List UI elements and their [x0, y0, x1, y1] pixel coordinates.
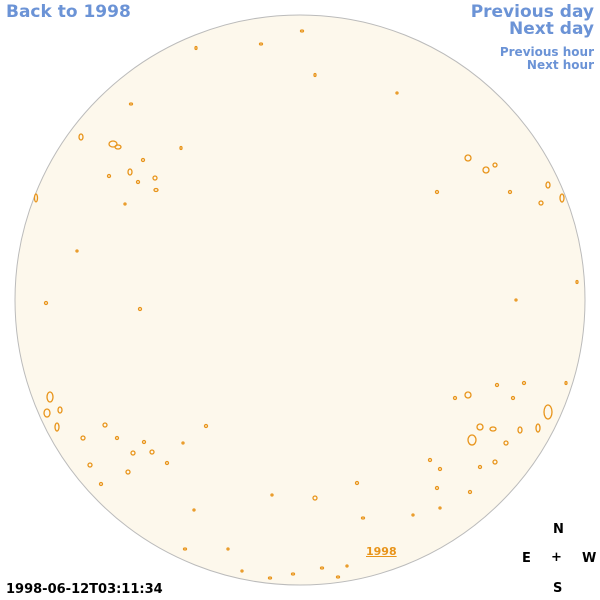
contour: [123, 202, 127, 206]
contour: [98, 481, 104, 487]
contour: [33, 193, 39, 203]
contour: [477, 464, 483, 470]
contour: [240, 569, 244, 573]
contour: [434, 485, 440, 491]
contour: [482, 166, 490, 174]
contour: [181, 441, 185, 445]
contour: [182, 547, 188, 551]
compass-north: N: [553, 522, 564, 537]
contour: [57, 406, 63, 414]
contour: [437, 466, 443, 472]
contour: [545, 181, 551, 189]
contour: [521, 380, 527, 386]
contour: [335, 575, 341, 579]
contour: [78, 133, 84, 141]
contour: [114, 144, 122, 150]
year-marker-link[interactable]: 1998: [366, 545, 397, 558]
contour: [299, 29, 305, 33]
contour: [312, 495, 318, 501]
contour: [507, 189, 513, 195]
contour: [517, 426, 523, 434]
contour: [535, 423, 541, 433]
contour: [411, 513, 415, 517]
contour: [108, 140, 118, 148]
contour: [267, 576, 273, 580]
contour: [503, 440, 509, 446]
next-hour-link[interactable]: Next hour: [526, 58, 594, 72]
contour: [46, 391, 54, 403]
contour: [438, 506, 442, 510]
contour: [153, 187, 159, 193]
contour: [43, 408, 51, 418]
contour: [179, 145, 183, 151]
contour: [135, 179, 141, 185]
contour: [203, 423, 209, 429]
contour: [345, 564, 349, 568]
contour: [489, 426, 497, 432]
magnetic-contours: [33, 29, 579, 580]
contour: [106, 173, 112, 179]
contour: [114, 435, 120, 441]
contour: [102, 422, 108, 428]
contour: [43, 300, 49, 306]
compass-south: S: [553, 581, 563, 596]
contour: [452, 395, 458, 401]
contour: [149, 449, 155, 455]
contour: [194, 45, 198, 51]
compass-west: W: [582, 551, 597, 566]
contour: [130, 450, 136, 456]
contour: [87, 462, 93, 468]
contour: [492, 162, 498, 168]
contour: [464, 391, 472, 399]
contour: [290, 572, 296, 576]
contour: [127, 168, 133, 176]
contour: [538, 200, 544, 206]
next-day-link[interactable]: Next day: [509, 19, 594, 39]
contour: [564, 380, 568, 386]
contour: [492, 459, 498, 465]
contour: [476, 423, 484, 431]
contour: [319, 566, 325, 570]
back-to-year-link[interactable]: Back to 1998: [6, 2, 131, 22]
contour: [164, 460, 170, 466]
contour: [543, 404, 553, 420]
contour: [258, 42, 264, 46]
contour: [494, 382, 500, 388]
contour: [137, 306, 143, 312]
contour: [427, 457, 433, 463]
contour: [141, 439, 147, 445]
previous-hour-link[interactable]: Previous hour: [499, 45, 594, 59]
contour: [360, 516, 366, 520]
contour: [125, 469, 131, 475]
contour: [354, 480, 360, 486]
contour: [313, 72, 317, 78]
contour: [510, 395, 516, 401]
contour: [559, 193, 565, 203]
contour: [226, 547, 230, 551]
contour: [514, 298, 518, 302]
compass-center: +: [551, 550, 562, 565]
contour: [152, 175, 158, 181]
previous-day-link[interactable]: Previous day: [470, 2, 594, 22]
contour: [434, 189, 440, 195]
contour: [192, 508, 196, 512]
contour: [80, 435, 86, 441]
contour: [467, 489, 473, 495]
compass-east: E: [522, 551, 531, 566]
contour: [467, 434, 477, 446]
contour: [575, 279, 579, 285]
solar-disk: [14, 14, 586, 586]
contour: [140, 157, 146, 163]
contour: [464, 154, 472, 162]
contour: [75, 249, 79, 253]
observation-timestamp: 1998-06-12T03:11:34: [6, 582, 163, 597]
contour: [270, 493, 274, 497]
contour: [128, 102, 134, 106]
contour: [395, 91, 399, 95]
contour: [54, 422, 60, 432]
